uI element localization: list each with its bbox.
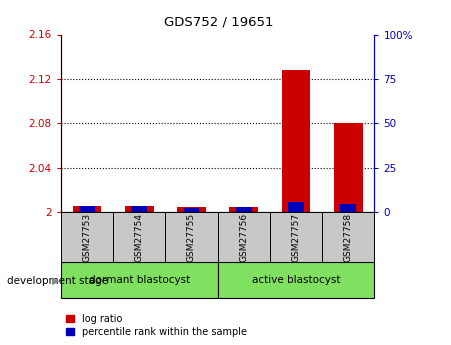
Text: GSM27755: GSM27755 bbox=[187, 213, 196, 262]
Text: development stage: development stage bbox=[7, 276, 108, 286]
Text: GSM27754: GSM27754 bbox=[135, 213, 144, 262]
Text: GDS752 / 19651: GDS752 / 19651 bbox=[164, 16, 273, 29]
Bar bbox=[322, 212, 374, 262]
Bar bbox=[217, 212, 270, 262]
Text: active blastocyst: active blastocyst bbox=[252, 275, 340, 285]
Bar bbox=[61, 262, 217, 298]
Bar bbox=[177, 207, 206, 212]
Bar bbox=[270, 212, 322, 262]
Bar bbox=[334, 124, 363, 212]
Legend: log ratio, percentile rank within the sample: log ratio, percentile rank within the sa… bbox=[66, 314, 247, 337]
Text: dormant blastocyst: dormant blastocyst bbox=[88, 275, 190, 285]
Bar bbox=[341, 204, 356, 212]
Bar bbox=[113, 212, 166, 262]
Bar bbox=[230, 207, 258, 212]
Text: GSM27758: GSM27758 bbox=[344, 213, 353, 262]
Bar bbox=[73, 206, 101, 212]
Bar bbox=[166, 212, 217, 262]
Text: ▶: ▶ bbox=[52, 276, 59, 286]
Bar bbox=[236, 207, 252, 212]
Text: GSM27753: GSM27753 bbox=[83, 213, 92, 262]
Bar bbox=[61, 212, 113, 262]
Bar bbox=[79, 206, 95, 212]
Bar bbox=[217, 262, 374, 298]
Bar bbox=[184, 208, 199, 212]
Text: GSM27756: GSM27756 bbox=[239, 213, 248, 262]
Bar bbox=[131, 206, 147, 212]
Bar bbox=[288, 201, 304, 212]
Text: GSM27757: GSM27757 bbox=[291, 213, 300, 262]
Bar bbox=[125, 206, 154, 212]
Bar bbox=[281, 70, 310, 212]
